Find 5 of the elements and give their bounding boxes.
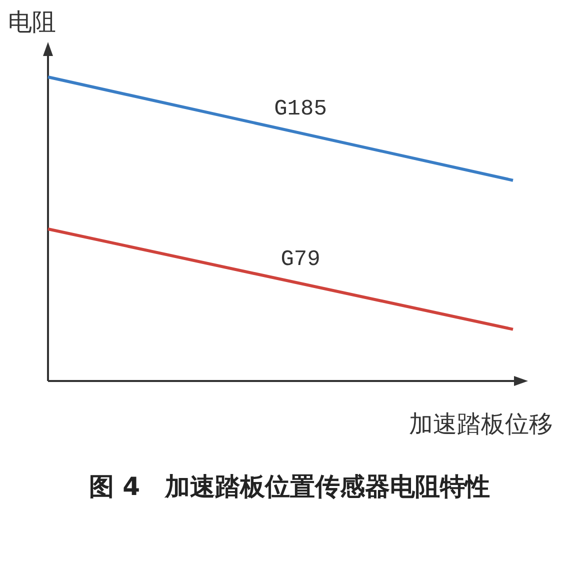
series-label: G79 bbox=[280, 247, 320, 272]
y-axis-title: 电阻 bbox=[8, 8, 56, 36]
x-axis-title: 加速踏板位移 bbox=[409, 410, 553, 438]
text: 图 4 加速踏板位置传感器电阻特性 bbox=[88, 471, 492, 503]
series-label: G185 bbox=[274, 96, 327, 122]
